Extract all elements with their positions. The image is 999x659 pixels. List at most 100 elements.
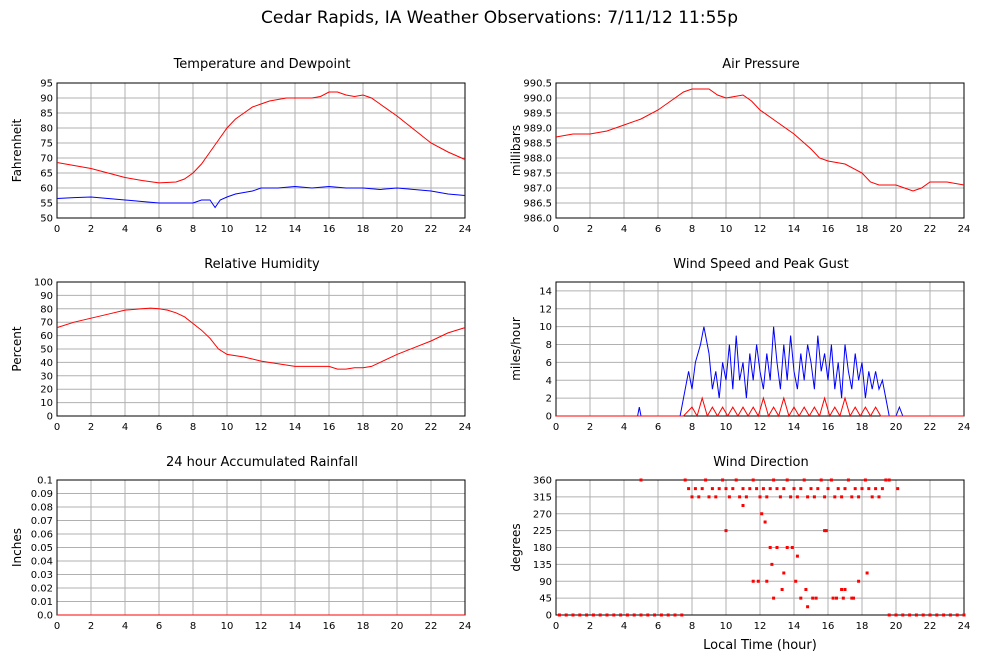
x-tick-label: 12 <box>754 422 767 433</box>
x-tick-label: 4 <box>621 422 627 433</box>
data-point <box>714 495 718 499</box>
data-point <box>841 596 845 600</box>
panel-relative-humidity: Relative Humidity 0 10 20 30 40 50 60 70 80 90 100 0… <box>10 257 471 433</box>
data-point <box>804 588 808 591</box>
data-point <box>840 588 844 591</box>
y-tick-label: 986.0 <box>523 214 552 225</box>
y-tick-label: 986.5 <box>523 199 552 210</box>
y-tick-label: 45 <box>539 594 552 605</box>
y-tick-label: 6 <box>546 358 552 369</box>
y-axis-label: degrees <box>509 523 523 571</box>
data-point <box>591 613 595 617</box>
data-point <box>896 487 900 491</box>
y-tick-label: 70 <box>40 318 53 329</box>
x-tick-label: 2 <box>587 422 593 433</box>
y-axis-label: Percent <box>10 326 24 371</box>
data-point <box>857 579 861 583</box>
data-point <box>700 487 704 491</box>
data-point <box>799 596 803 600</box>
panel-title: 24 hour Accumulated Rainfall <box>166 455 358 470</box>
data-point <box>884 478 888 482</box>
series-line-red <box>556 396 964 418</box>
data-point <box>768 546 772 549</box>
y-tick-label: 0.06 <box>31 530 53 541</box>
x-tick-label: 14 <box>289 422 302 433</box>
y-tick-label: 0.05 <box>31 543 53 554</box>
data-point <box>646 613 650 617</box>
data-point <box>865 571 869 575</box>
y-tick-label: 987.0 <box>523 184 552 195</box>
x-tick-label: 22 <box>924 621 937 632</box>
y-tick-label: 2 <box>546 394 552 405</box>
x-tick-label: 20 <box>890 621 903 632</box>
x-tick-label: 10 <box>221 621 234 632</box>
x-tick-label: 8 <box>689 224 695 235</box>
data-point <box>683 478 687 482</box>
x-tick-label: 16 <box>822 422 835 433</box>
y-tick-label: 70 <box>40 154 53 165</box>
x-tick-label: 4 <box>621 621 627 632</box>
x-tick-label: 22 <box>425 224 438 235</box>
panel-air-pressure: Air Pressure 986.0 986.5 987.0 987.5 988.0 988… <box>509 57 970 235</box>
x-tick-label: 24 <box>958 621 971 632</box>
data-point <box>826 487 830 491</box>
x-tick-label: 12 <box>255 224 268 235</box>
data-point <box>704 478 708 482</box>
data-point <box>690 495 694 499</box>
plot-border <box>555 281 965 417</box>
y-tick-label: 0.0 <box>37 611 53 622</box>
data-point <box>612 613 616 617</box>
data-point <box>680 613 684 617</box>
data-point <box>860 487 864 491</box>
y-tick-label: 0.08 <box>31 503 53 514</box>
data-point <box>836 487 840 491</box>
plot-border <box>555 82 965 219</box>
x-tick-label: 2 <box>88 422 94 433</box>
data-point <box>775 546 779 549</box>
data-point <box>687 487 691 491</box>
data-point <box>853 487 857 491</box>
data-point <box>744 495 748 499</box>
data-point <box>768 487 772 491</box>
series-line-blue <box>556 326 964 417</box>
x-tick-label: 4 <box>122 224 128 235</box>
plot-border <box>56 281 466 417</box>
y-tick-label: 12 <box>539 304 552 315</box>
data-point <box>724 487 728 491</box>
x-tick-label: 22 <box>924 224 937 235</box>
x-tick-label: 16 <box>323 422 336 433</box>
x-tick-label: 0 <box>54 224 60 235</box>
y-axis-label: Fahrenheit <box>10 118 24 182</box>
y-axis-label: millibars <box>509 125 523 176</box>
data-point <box>748 487 752 491</box>
x-tick-label: 12 <box>754 621 767 632</box>
series-line-blue <box>56 185 466 209</box>
data-point <box>785 546 789 549</box>
x-tick-label: 0 <box>553 621 559 632</box>
data-point <box>850 495 854 499</box>
x-tick-label: 2 <box>88 621 94 632</box>
data-point <box>659 613 663 617</box>
x-tick-label: 0 <box>553 224 559 235</box>
data-point <box>792 487 796 491</box>
x-tick-label: 2 <box>587 224 593 235</box>
data-point <box>852 596 855 600</box>
y-tick-label: 95 <box>40 79 53 90</box>
y-tick-label: 0 <box>546 412 552 423</box>
data-point <box>571 613 575 617</box>
data-point <box>887 613 891 617</box>
y-tick-label: 0.02 <box>31 584 53 595</box>
y-tick-label: 50 <box>40 214 53 225</box>
panel-title: Air Pressure <box>722 57 800 72</box>
y-tick-label: 14 <box>539 286 552 297</box>
data-point <box>857 495 861 499</box>
x-tick-label: 0 <box>553 422 559 433</box>
x-tick-label: 18 <box>856 621 869 632</box>
y-tick-label: 8 <box>546 340 552 351</box>
x-tick-label: 18 <box>357 224 370 235</box>
data-point <box>710 487 714 491</box>
data-point <box>948 613 952 617</box>
